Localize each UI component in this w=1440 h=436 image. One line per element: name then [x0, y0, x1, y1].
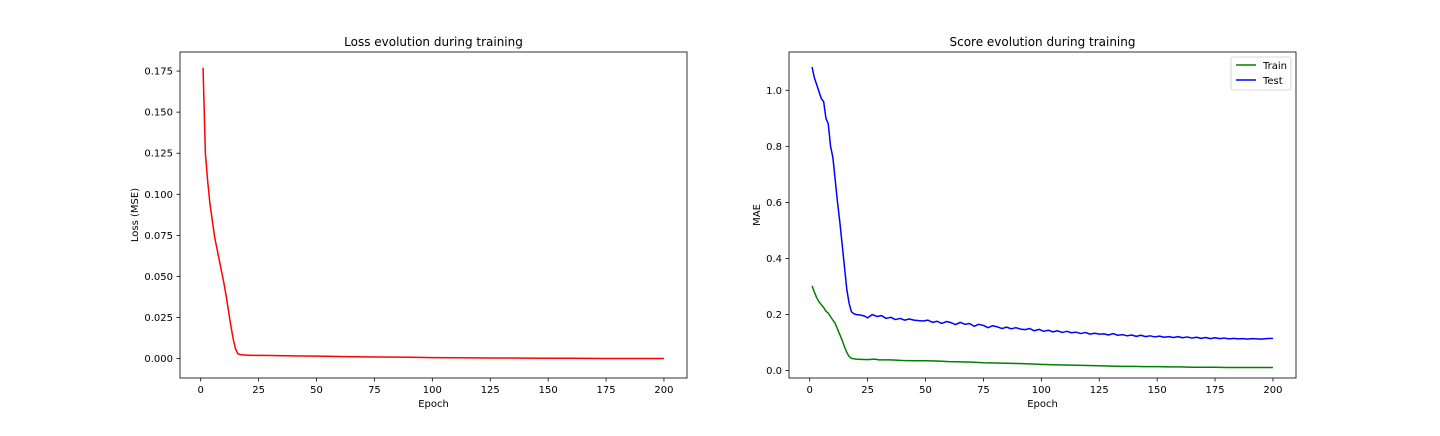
score-x-tick-label: 25 [861, 385, 874, 396]
loss-line-series-0 [202, 67, 664, 360]
legend-label-train: Train [1262, 61, 1287, 72]
loss-x-tick-label: 175 [597, 385, 616, 396]
loss-x-axis-label: Epoch [418, 399, 449, 410]
score-y-tick-label: 0.0 [766, 366, 782, 377]
loss-lines [202, 67, 664, 360]
score-chart-title: Score evolution during training [949, 35, 1135, 49]
score-line-test [811, 66, 1273, 340]
score-y-axis-label: MAE [752, 204, 763, 226]
loss-x-tick-label: 200 [654, 385, 673, 396]
score-x-tick-label: 175 [1206, 385, 1225, 396]
loss-x-tick-label: 100 [423, 385, 442, 396]
loss-x-tick-label: 50 [310, 385, 323, 396]
loss-chart-title: Loss evolution during training [344, 35, 523, 49]
loss-y-tick-label: 0.125 [144, 149, 173, 160]
score-x-tick-label: 50 [919, 385, 932, 396]
score-y-tick-label: 0.4 [766, 254, 782, 265]
score-y-tick-label: 0.2 [766, 310, 782, 321]
loss-y-tick-label: 0.175 [144, 67, 173, 78]
score-x-tick-label: 75 [977, 385, 990, 396]
loss-x-tick-label: 150 [539, 385, 558, 396]
loss-y-tick-label: 0.150 [144, 108, 173, 119]
score-x-tick-label: 125 [1090, 385, 1109, 396]
loss-x-ticks: 0 25 50 75 100 125 150 175 200 [198, 378, 674, 396]
score-x-tick-label: 200 [1263, 385, 1282, 396]
score-chart: Score evolution during training 0 25 50 75 1… [752, 35, 1297, 410]
score-x-ticks: 0 25 50 75 100 125 150 175 200 [807, 378, 1283, 396]
loss-x-tick-label: 25 [252, 385, 265, 396]
score-lines [811, 66, 1273, 369]
loss-x-tick-label: 0 [198, 385, 204, 396]
score-x-tick-label: 150 [1148, 385, 1167, 396]
loss-plot-frame [179, 51, 688, 379]
score-y-ticks: 0.0 0.2 0.4 0.6 0.8 1.0 [766, 86, 789, 377]
loss-y-tick-label: 0.075 [144, 231, 173, 242]
loss-chart: Loss evolution during training 0 25 50 75 10… [130, 35, 688, 410]
loss-x-tick-label: 75 [368, 385, 381, 396]
loss-x-tick-label: 125 [481, 385, 500, 396]
score-y-tick-label: 1.0 [766, 86, 782, 97]
score-x-tick-label: 100 [1032, 385, 1051, 396]
score-y-tick-label: 0.8 [766, 142, 782, 153]
legend-label-test: Test [1262, 76, 1283, 87]
loss-y-tick-label: 0.000 [144, 354, 173, 365]
score-plot-frame [788, 51, 1297, 379]
score-y-tick-label: 0.6 [766, 198, 782, 209]
loss-y-tick-label: 0.100 [144, 190, 173, 201]
loss-y-axis-label: Loss (MSE) [130, 188, 141, 242]
loss-y-tick-label: 0.025 [144, 313, 173, 324]
loss-y-ticks: 0.000 0.025 0.050 0.075 0.100 0.125 0.150 0.175 [144, 67, 180, 365]
score-x-tick-label: 0 [807, 385, 813, 396]
score-legend: Train Test [1230, 56, 1292, 91]
score-line-train [811, 285, 1273, 369]
loss-y-tick-label: 0.050 [144, 272, 173, 283]
score-x-axis-label: Epoch [1027, 399, 1058, 410]
